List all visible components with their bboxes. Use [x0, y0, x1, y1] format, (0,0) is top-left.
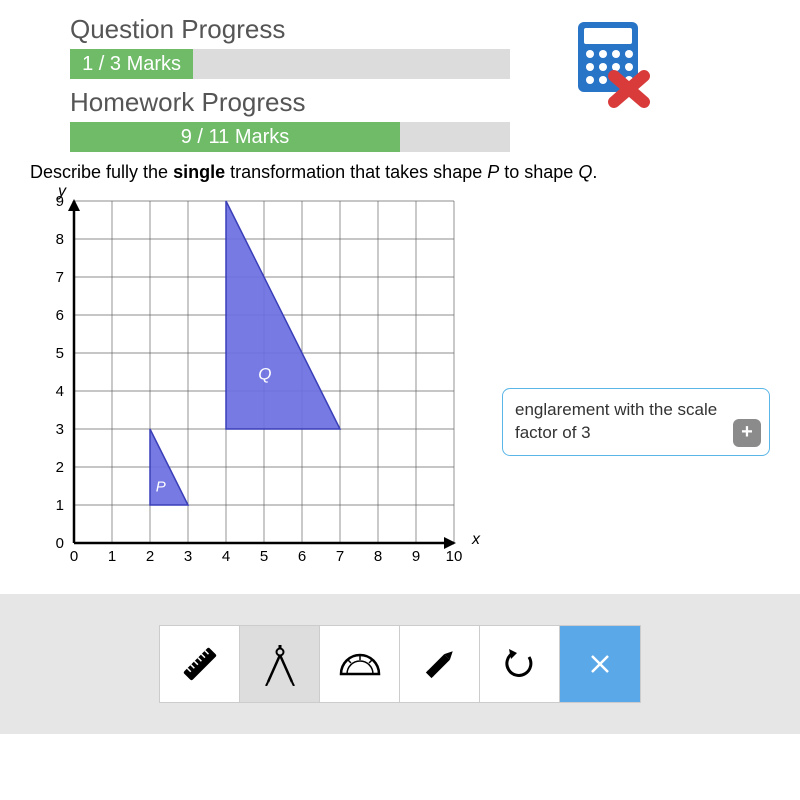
svg-text:10: 10: [446, 548, 463, 565]
calculator-icon: [572, 20, 650, 113]
homework-progress-fill: 9 / 11 Marks: [70, 122, 400, 152]
y-axis-label: y: [58, 183, 66, 201]
toolbar-area: [0, 594, 800, 734]
svg-text:P: P: [156, 479, 166, 496]
protractor-button[interactable]: [320, 626, 400, 702]
homework-progress-title: Homework Progress: [70, 87, 780, 118]
svg-text:2: 2: [146, 548, 154, 565]
ruler-icon: [178, 642, 222, 686]
svg-text:8: 8: [56, 231, 64, 248]
svg-text:6: 6: [56, 307, 64, 324]
answer-input[interactable]: englarement with the scale factor of 3 +: [502, 388, 770, 456]
svg-text:3: 3: [56, 421, 64, 438]
compass-icon: [258, 642, 302, 686]
svg-text:0: 0: [56, 535, 64, 552]
question-progress-bar: 1 / 3 Marks: [70, 49, 510, 79]
close-button[interactable]: [560, 626, 640, 702]
protractor-icon: [335, 642, 385, 686]
svg-text:5: 5: [56, 345, 64, 362]
x-axis-label: x: [472, 531, 480, 549]
svg-text:3: 3: [184, 548, 192, 565]
svg-text:4: 4: [222, 548, 230, 565]
question-text: Describe fully the single transformation…: [30, 162, 780, 183]
close-icon: [586, 650, 614, 678]
pencil-button[interactable]: [400, 626, 480, 702]
question-progress-label: 1 / 3 Marks: [82, 53, 181, 76]
svg-text:9: 9: [412, 548, 420, 565]
undo-button[interactable]: [480, 626, 560, 702]
question-progress-fill: 1 / 3 Marks: [70, 49, 193, 79]
svg-text:0: 0: [70, 548, 78, 565]
svg-text:6: 6: [298, 548, 306, 565]
svg-text:8: 8: [374, 548, 382, 565]
svg-text:1: 1: [56, 497, 64, 514]
undo-icon: [501, 645, 539, 683]
compass-button[interactable]: [240, 626, 320, 702]
svg-text:Q: Q: [258, 365, 271, 384]
svg-text:1: 1: [108, 548, 116, 565]
svg-text:2: 2: [56, 459, 64, 476]
homework-progress-bar: 9 / 11 Marks: [70, 122, 510, 152]
pencil-icon: [418, 642, 462, 686]
answer-text: englarement with the scale factor of 3: [515, 400, 717, 442]
question-progress-title: Question Progress: [70, 14, 780, 45]
plus-icon: +: [741, 419, 753, 446]
homework-progress-label: 9 / 11 Marks: [181, 126, 290, 149]
toolbar: [159, 625, 641, 703]
svg-text:7: 7: [336, 548, 344, 565]
ruler-button[interactable]: [160, 626, 240, 702]
coordinate-graph[interactable]: y x 0123456789100123456789PQ: [38, 189, 780, 574]
svg-text:5: 5: [260, 548, 268, 565]
add-button[interactable]: +: [733, 419, 761, 447]
svg-text:7: 7: [56, 269, 64, 286]
svg-text:4: 4: [56, 383, 64, 400]
